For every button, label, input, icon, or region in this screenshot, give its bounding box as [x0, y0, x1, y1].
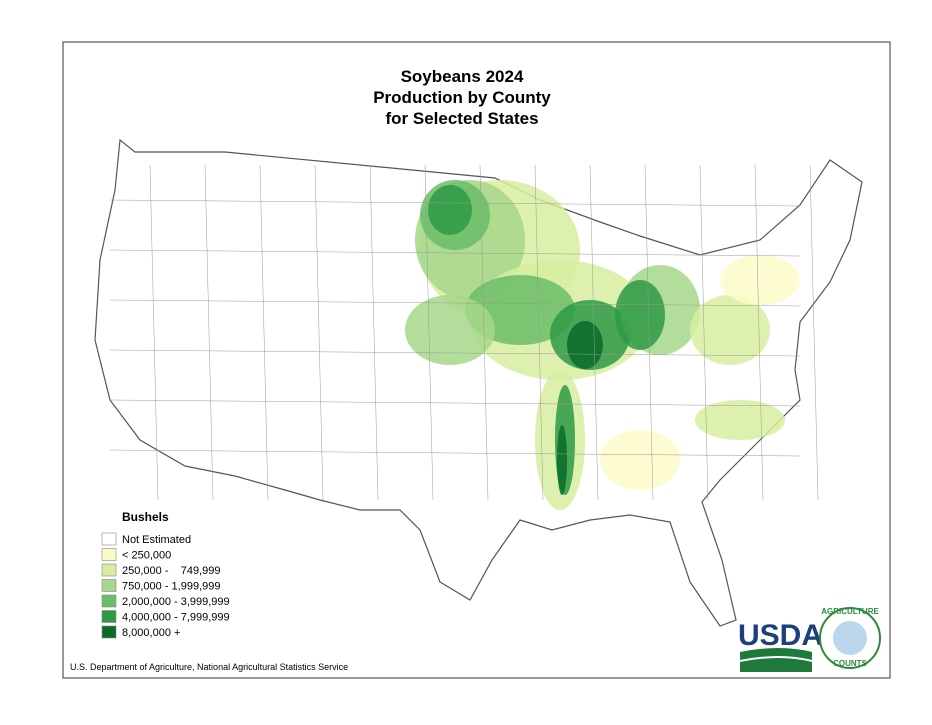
- production-region: [405, 295, 495, 365]
- state-border: [589, 164, 599, 501]
- legend: Bushels Not Estimated < 250,000 250,000 - …: [101, 510, 230, 639]
- logo-text: USDA: [738, 619, 823, 652]
- title: Soybeans 2024 Production by County for S…: [373, 67, 551, 128]
- title-line: Soybeans 2024: [401, 67, 524, 86]
- state-border: [424, 164, 434, 501]
- us-map: [94, 138, 863, 627]
- legend-swatch: [101, 594, 117, 608]
- legend-swatch: [101, 610, 117, 623]
- state-border: [809, 164, 819, 501]
- legend-label: 250,000 - 749,999: [122, 565, 220, 577]
- legend-swatch: [101, 532, 117, 546]
- legend-label: 4,000,000 - 7,999,999: [122, 612, 230, 624]
- production-region: [567, 321, 603, 369]
- legend-label: Not Estimated: [122, 534, 191, 546]
- legend-swatch: [101, 579, 117, 592]
- badge-text: COUNTS: [833, 659, 867, 668]
- production-region: [428, 185, 472, 235]
- legend-label: 2,000,000 - 3,999,999: [122, 596, 230, 608]
- production-region: [690, 295, 770, 365]
- legend-label: 750,000 - 1,999,999: [122, 581, 220, 593]
- usda-logo: USDA AGRICULTURE COUNTS: [738, 607, 881, 672]
- state-border: [479, 164, 489, 501]
- badge-core: [833, 621, 867, 655]
- production-region: [720, 255, 800, 305]
- legend-swatch: [101, 563, 117, 577]
- state-border: [314, 164, 324, 501]
- state-border: [754, 164, 764, 501]
- production-region: [557, 425, 567, 495]
- state-border: [109, 399, 801, 407]
- state-border: [109, 199, 801, 207]
- production-region: [600, 430, 680, 490]
- us-outline: [94, 138, 863, 627]
- production-region: [695, 400, 785, 440]
- state-border: [534, 164, 544, 501]
- legend-label: 8,000,000 +: [122, 627, 180, 639]
- production-region: [615, 280, 665, 350]
- state-border: [109, 449, 801, 457]
- legend-swatch: [101, 625, 117, 639]
- state-border: [369, 164, 379, 501]
- title-line: for Selected States: [385, 109, 538, 128]
- state-border: [204, 164, 214, 501]
- state-border: [109, 299, 801, 307]
- state-border: [259, 164, 269, 501]
- source: U.S. Department of Agriculture, National…: [70, 662, 348, 672]
- state-border: [644, 164, 654, 501]
- legend-swatch: [101, 548, 117, 561]
- legend-title: Bushels: [122, 510, 169, 524]
- title-line: Production by County: [373, 88, 551, 107]
- logo-swoosh: [740, 648, 812, 660]
- logo-swoosh: [740, 658, 812, 672]
- state-border: [109, 349, 801, 357]
- badge-text: AGRICULTURE: [821, 607, 879, 616]
- state-border: [699, 164, 709, 501]
- legend-label: < 250,000: [122, 550, 171, 562]
- state-border: [149, 164, 159, 501]
- state-border: [109, 249, 801, 257]
